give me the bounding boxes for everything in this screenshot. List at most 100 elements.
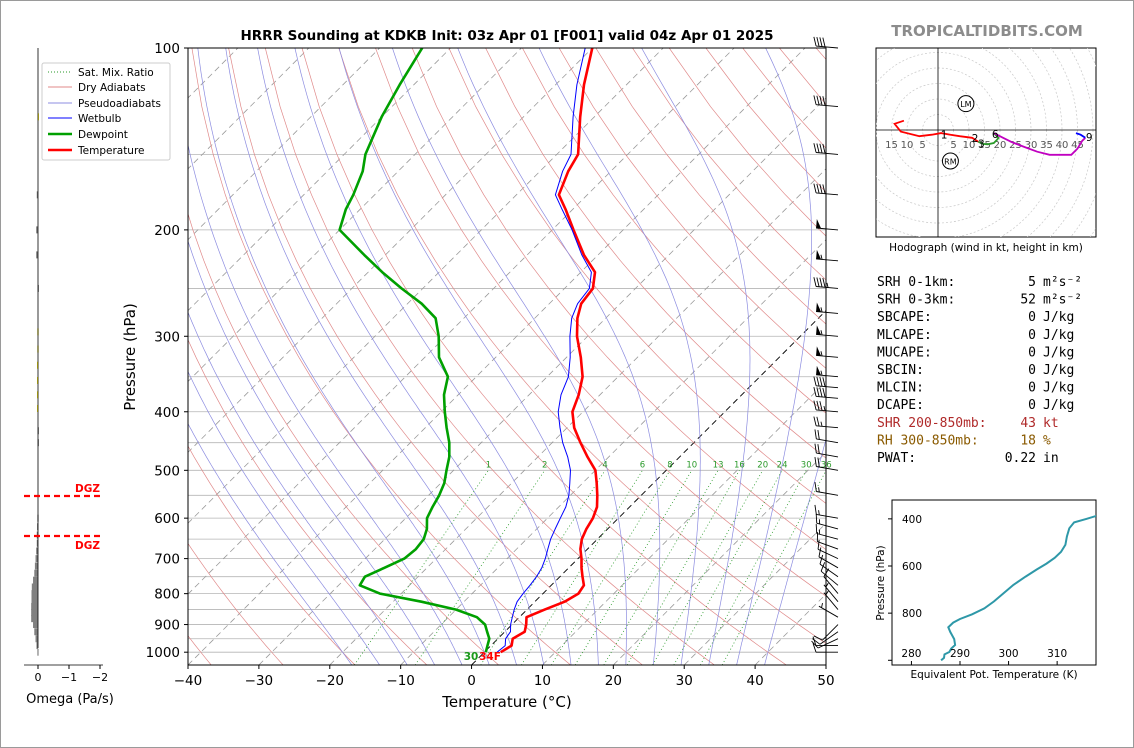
wind-barb bbox=[812, 631, 839, 645]
legend: Sat. Mix. Ratio Dry Adiabats Pseudoadiab… bbox=[41, 62, 171, 161]
index-label: SBCIN: bbox=[877, 363, 924, 378]
omega-bar bbox=[36, 226, 38, 234]
legend-mix-ratio: Sat. Mix. Ratio bbox=[78, 67, 154, 79]
mix-ratio-label: 16 bbox=[734, 460, 745, 470]
wind-barb bbox=[815, 513, 839, 530]
index-label: MLCIN: bbox=[877, 381, 924, 396]
wind-barbs bbox=[811, 36, 839, 653]
wind-barb bbox=[815, 524, 839, 540]
hodo-ring-label: 15 bbox=[885, 140, 898, 151]
index-unit: J/kg bbox=[1043, 398, 1074, 413]
wind-barb bbox=[813, 416, 839, 429]
y-tick-label: 900 bbox=[154, 618, 180, 634]
wind-barb bbox=[813, 277, 839, 289]
omega-bar bbox=[31, 609, 38, 617]
y-tick-label: 400 bbox=[154, 405, 180, 421]
wind-barb bbox=[823, 582, 839, 602]
index-unit: % bbox=[1043, 433, 1051, 448]
index-value: 5 bbox=[1028, 275, 1036, 290]
theta-y-tick: 400 bbox=[902, 514, 922, 526]
wind-barb bbox=[814, 504, 839, 519]
index-value: 43 bbox=[1020, 416, 1036, 431]
index-label: MLCAPE: bbox=[877, 328, 932, 343]
x-tick-label: 0 bbox=[467, 673, 476, 689]
y-tick-label: 1000 bbox=[146, 645, 180, 661]
omega-bar bbox=[31, 596, 38, 604]
legend-dewpoint: Dewpoint bbox=[78, 129, 128, 141]
omega-bar bbox=[31, 602, 38, 610]
dewpoint-line bbox=[338, 48, 491, 653]
omega-axis-label: Omega (Pa/s) bbox=[26, 692, 114, 707]
x-tick-label: −40 bbox=[174, 673, 203, 689]
theta-e-trace bbox=[940, 514, 1096, 662]
mix-ratio-labels: 1 2 4 6 8 10 13 16 20 24 30 36 bbox=[486, 460, 832, 470]
wind-barb bbox=[820, 562, 839, 586]
wind-barb bbox=[811, 638, 839, 649]
y-tick-label: 800 bbox=[154, 587, 180, 603]
omega-bar bbox=[37, 648, 39, 656]
hodo-segment bbox=[977, 132, 1000, 146]
index-label: PWAT: bbox=[877, 451, 916, 466]
hodograph-rings: 15 10 5 5 10 15 20 25 30 35 40 45 bbox=[876, 48, 1096, 237]
omega-bar bbox=[36, 642, 38, 650]
wind-barb bbox=[818, 547, 839, 569]
index-unit: m²s⁻² bbox=[1043, 293, 1082, 308]
omega-bar bbox=[31, 583, 38, 591]
mix-ratio-label: 2 bbox=[542, 460, 547, 470]
index-value: 52 bbox=[1020, 293, 1036, 308]
mix-ratio-label: 4 bbox=[602, 460, 607, 470]
mix-ratio-label: 10 bbox=[686, 460, 697, 470]
indices-table: SRH 0-1km: 5 m²s⁻² SRH 0-3km: 52 m²s⁻² SBCAPE:… bbox=[877, 275, 1082, 466]
index-value: 0 bbox=[1028, 363, 1036, 378]
index-unit: J/kg bbox=[1043, 363, 1074, 378]
wind-barb bbox=[816, 249, 839, 262]
mix-ratio-label: 6 bbox=[640, 460, 645, 470]
mix-ratio-label: 30 bbox=[801, 460, 812, 470]
omega-bar bbox=[33, 621, 38, 629]
hodo-height-label: 6 bbox=[992, 129, 999, 141]
wind-barb bbox=[816, 346, 839, 358]
hodo-ring-label: 10 bbox=[901, 140, 914, 151]
wind-barb bbox=[813, 624, 839, 641]
x-axis-label: Temperature (°C) bbox=[441, 693, 571, 711]
omega-bar bbox=[34, 562, 38, 570]
omega-bar bbox=[34, 569, 38, 577]
wind-barb bbox=[816, 325, 839, 337]
omega-bar bbox=[35, 635, 38, 643]
wetbulb-line bbox=[496, 48, 592, 653]
hodograph-caption: Hodograph (wind in kt, height in km) bbox=[889, 242, 1083, 254]
omega-tick-2: −2 bbox=[92, 671, 108, 684]
index-unit: J/kg bbox=[1043, 328, 1074, 343]
x-tick-label: −20 bbox=[316, 673, 345, 689]
x-tick-label: 10 bbox=[534, 673, 551, 689]
hodo-ring-label: 25 bbox=[1009, 140, 1022, 151]
omega-bar bbox=[35, 555, 38, 563]
legend-wetbulb: Wetbulb bbox=[78, 113, 122, 125]
index-unit: J/kg bbox=[1043, 345, 1074, 360]
theta-y-tick: 800 bbox=[902, 608, 922, 620]
y-tick-label: 600 bbox=[154, 511, 180, 527]
theta-e-y-label: Pressure (hPa) bbox=[875, 545, 887, 620]
hodo-ring-label: 35 bbox=[1040, 140, 1053, 151]
theta-x-tick: 300 bbox=[999, 648, 1019, 660]
hodo-ring-label: 5 bbox=[919, 140, 925, 151]
omega-bar bbox=[36, 539, 38, 547]
legend-pseudoadiabats: Pseudoadiabats bbox=[78, 98, 161, 110]
index-value: 0 bbox=[1028, 398, 1036, 413]
theta-e-line bbox=[940, 514, 1096, 662]
hodo-segment bbox=[993, 132, 1086, 156]
hodo-ring-label: 20 bbox=[994, 140, 1007, 151]
mix-ratio-label: 1 bbox=[486, 460, 491, 470]
y-axis-label: Pressure (hPa) bbox=[121, 303, 139, 411]
index-value: 0.22 bbox=[1005, 451, 1036, 466]
index-unit: J/kg bbox=[1043, 310, 1074, 325]
theta-x-tick: 290 bbox=[950, 648, 970, 660]
omega-bar bbox=[36, 547, 38, 555]
wind-barb bbox=[812, 636, 838, 647]
hodo-height-label: 3 bbox=[978, 138, 985, 150]
hodo-ring-label: 15 bbox=[978, 140, 991, 151]
dgz-label-top: DGZ bbox=[75, 483, 100, 495]
theta-e-panel: 280 290 300 310 400 600 800 Equivalent Pot. Te… bbox=[875, 499, 1097, 681]
mix-ratio-label: 36 bbox=[821, 460, 832, 470]
